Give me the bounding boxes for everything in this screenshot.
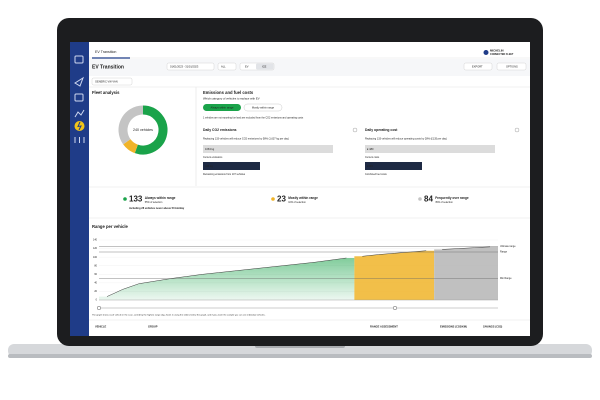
current-bar xyxy=(203,145,333,153)
icon-settings[interactable] xyxy=(74,137,85,143)
stat-dot xyxy=(271,197,275,201)
y-tick-label: 80 xyxy=(94,264,97,267)
stat-label: Always within range xyxy=(145,196,176,200)
mode-active xyxy=(256,63,274,70)
reference-label: Ultimate range xyxy=(500,245,516,248)
date-picker[interactable] xyxy=(166,62,215,71)
current-label: Current emissions xyxy=(203,156,223,159)
options-button[interactable] xyxy=(496,62,527,71)
chart-title: Range per vehicle xyxy=(92,224,129,229)
stat-share: 55% of selection xyxy=(145,201,163,204)
donut-center-label: 240 vehicles xyxy=(133,128,153,132)
table-header: SAVINGS (CO2) xyxy=(483,325,502,329)
remaining-bar xyxy=(203,162,260,170)
y-tick-label: 40 xyxy=(94,281,97,284)
remaining-label: Combined fuel costs xyxy=(365,173,387,176)
tab-label: EV Transition xyxy=(95,50,116,54)
mode-label: EV xyxy=(245,64,249,68)
table-header: EMISSIONS (CO2/KM) xyxy=(440,325,467,329)
table-header: VEHICLE xyxy=(95,325,107,329)
y-tick-label: 100 xyxy=(93,256,98,259)
range-area xyxy=(434,246,498,300)
y-tick-label: 140 xyxy=(93,239,98,242)
remaining-value: 446 kg xyxy=(205,164,213,168)
laptop-base-edge xyxy=(8,354,592,358)
sidebar-icons xyxy=(74,55,85,143)
stat-value: 133 xyxy=(129,195,143,204)
panel-subtitle: Which category of vehicles to replace wi… xyxy=(203,97,260,101)
laptop-base xyxy=(8,344,592,357)
panel-title: Emissions and fuel costs xyxy=(203,90,254,95)
donut-segment xyxy=(123,138,139,154)
table-header: RANGE ASSESSMENT xyxy=(370,325,398,329)
card-summary: Replacing 133 vehicles will reduce CO2 e… xyxy=(203,138,289,141)
brand-logo xyxy=(483,50,489,55)
info-icon[interactable] xyxy=(352,127,358,133)
toggle-label: Mostly within range xyxy=(252,105,275,109)
export-button[interactable] xyxy=(463,62,493,71)
range-area xyxy=(99,258,355,300)
range-line xyxy=(362,250,427,257)
remaining-bar xyxy=(365,162,422,170)
y-tick-label: 60 xyxy=(94,273,97,276)
panel-title: Fleet analysis xyxy=(92,90,120,95)
vehicle-select-label: GENERIC VW VAN xyxy=(95,79,118,83)
toggle-button[interactable] xyxy=(203,104,241,111)
remaining-value: £345 xyxy=(367,164,373,168)
note: 1 vehicles are not reporting fuel and ar… xyxy=(203,117,304,120)
current-value: £ 480 xyxy=(367,147,374,151)
options-label: OPTIONS xyxy=(506,64,518,68)
filter-select[interactable] xyxy=(217,62,237,71)
table-header: GROUP xyxy=(148,325,158,329)
toggle-label: Always within range xyxy=(211,105,234,109)
remaining-label: Remaining emissions from 107 vehicles xyxy=(203,173,246,176)
toggle-button[interactable] xyxy=(243,103,283,112)
card-title: Daily CO2 emissions xyxy=(203,128,237,132)
range-line xyxy=(442,246,491,250)
page-title: EV Transition xyxy=(92,64,124,70)
icon-home[interactable] xyxy=(74,55,84,64)
mode-label: ICE xyxy=(262,64,267,68)
zoom-handle[interactable] xyxy=(96,305,102,311)
brand-name: MICHELIN xyxy=(490,49,504,53)
icon-bolt xyxy=(77,121,82,131)
stat-share: 10% of selection xyxy=(288,201,306,204)
export-label: EXPORT xyxy=(472,64,483,68)
stat-share: 35% of selection xyxy=(435,201,453,204)
icon-navigate[interactable] xyxy=(74,76,84,87)
y-tick-label: 120 xyxy=(93,247,98,250)
reference-label: Range xyxy=(500,251,508,254)
stat-value: 23 xyxy=(277,195,286,204)
zoom-handle[interactable] xyxy=(392,305,398,311)
card-summary: Replacing 133 vehicles will reduce opera… xyxy=(365,138,447,141)
current-bar xyxy=(365,145,495,153)
sidebar xyxy=(70,42,89,336)
range-area xyxy=(354,250,435,300)
donut-segment xyxy=(118,105,144,145)
chart-note: The graph shows each vehicle in the scan… xyxy=(92,314,266,317)
stat-value: 84 xyxy=(424,195,433,204)
brand-sub: CONNECTED FLEET xyxy=(490,53,514,56)
card-title: Daily operating cost xyxy=(365,128,398,132)
icon-chart[interactable] xyxy=(74,109,85,118)
range-line xyxy=(106,257,347,297)
icon-map[interactable] xyxy=(74,93,84,102)
y-tick-label: 0 xyxy=(96,299,98,302)
filter-all: ALL xyxy=(221,64,226,68)
current-label: Current costs xyxy=(365,156,380,159)
stat-label: Frequently over range xyxy=(435,196,469,200)
reference-label: Min Range xyxy=(500,277,512,280)
stat-dot xyxy=(418,197,422,201)
vehicle-select[interactable] xyxy=(91,77,133,86)
y-tick-label: 20 xyxy=(94,290,97,293)
date-range: 01/01/2023 - 31/01/2023 xyxy=(170,64,199,68)
info-icon[interactable] xyxy=(514,127,520,133)
stat-label: Mostly within range xyxy=(288,196,318,200)
donut-segment xyxy=(134,105,168,155)
stat-dot xyxy=(123,197,127,201)
current-value: 1063 kg xyxy=(205,147,215,151)
stat-note: including 28 vehicles never above 50 km/… xyxy=(129,206,185,210)
